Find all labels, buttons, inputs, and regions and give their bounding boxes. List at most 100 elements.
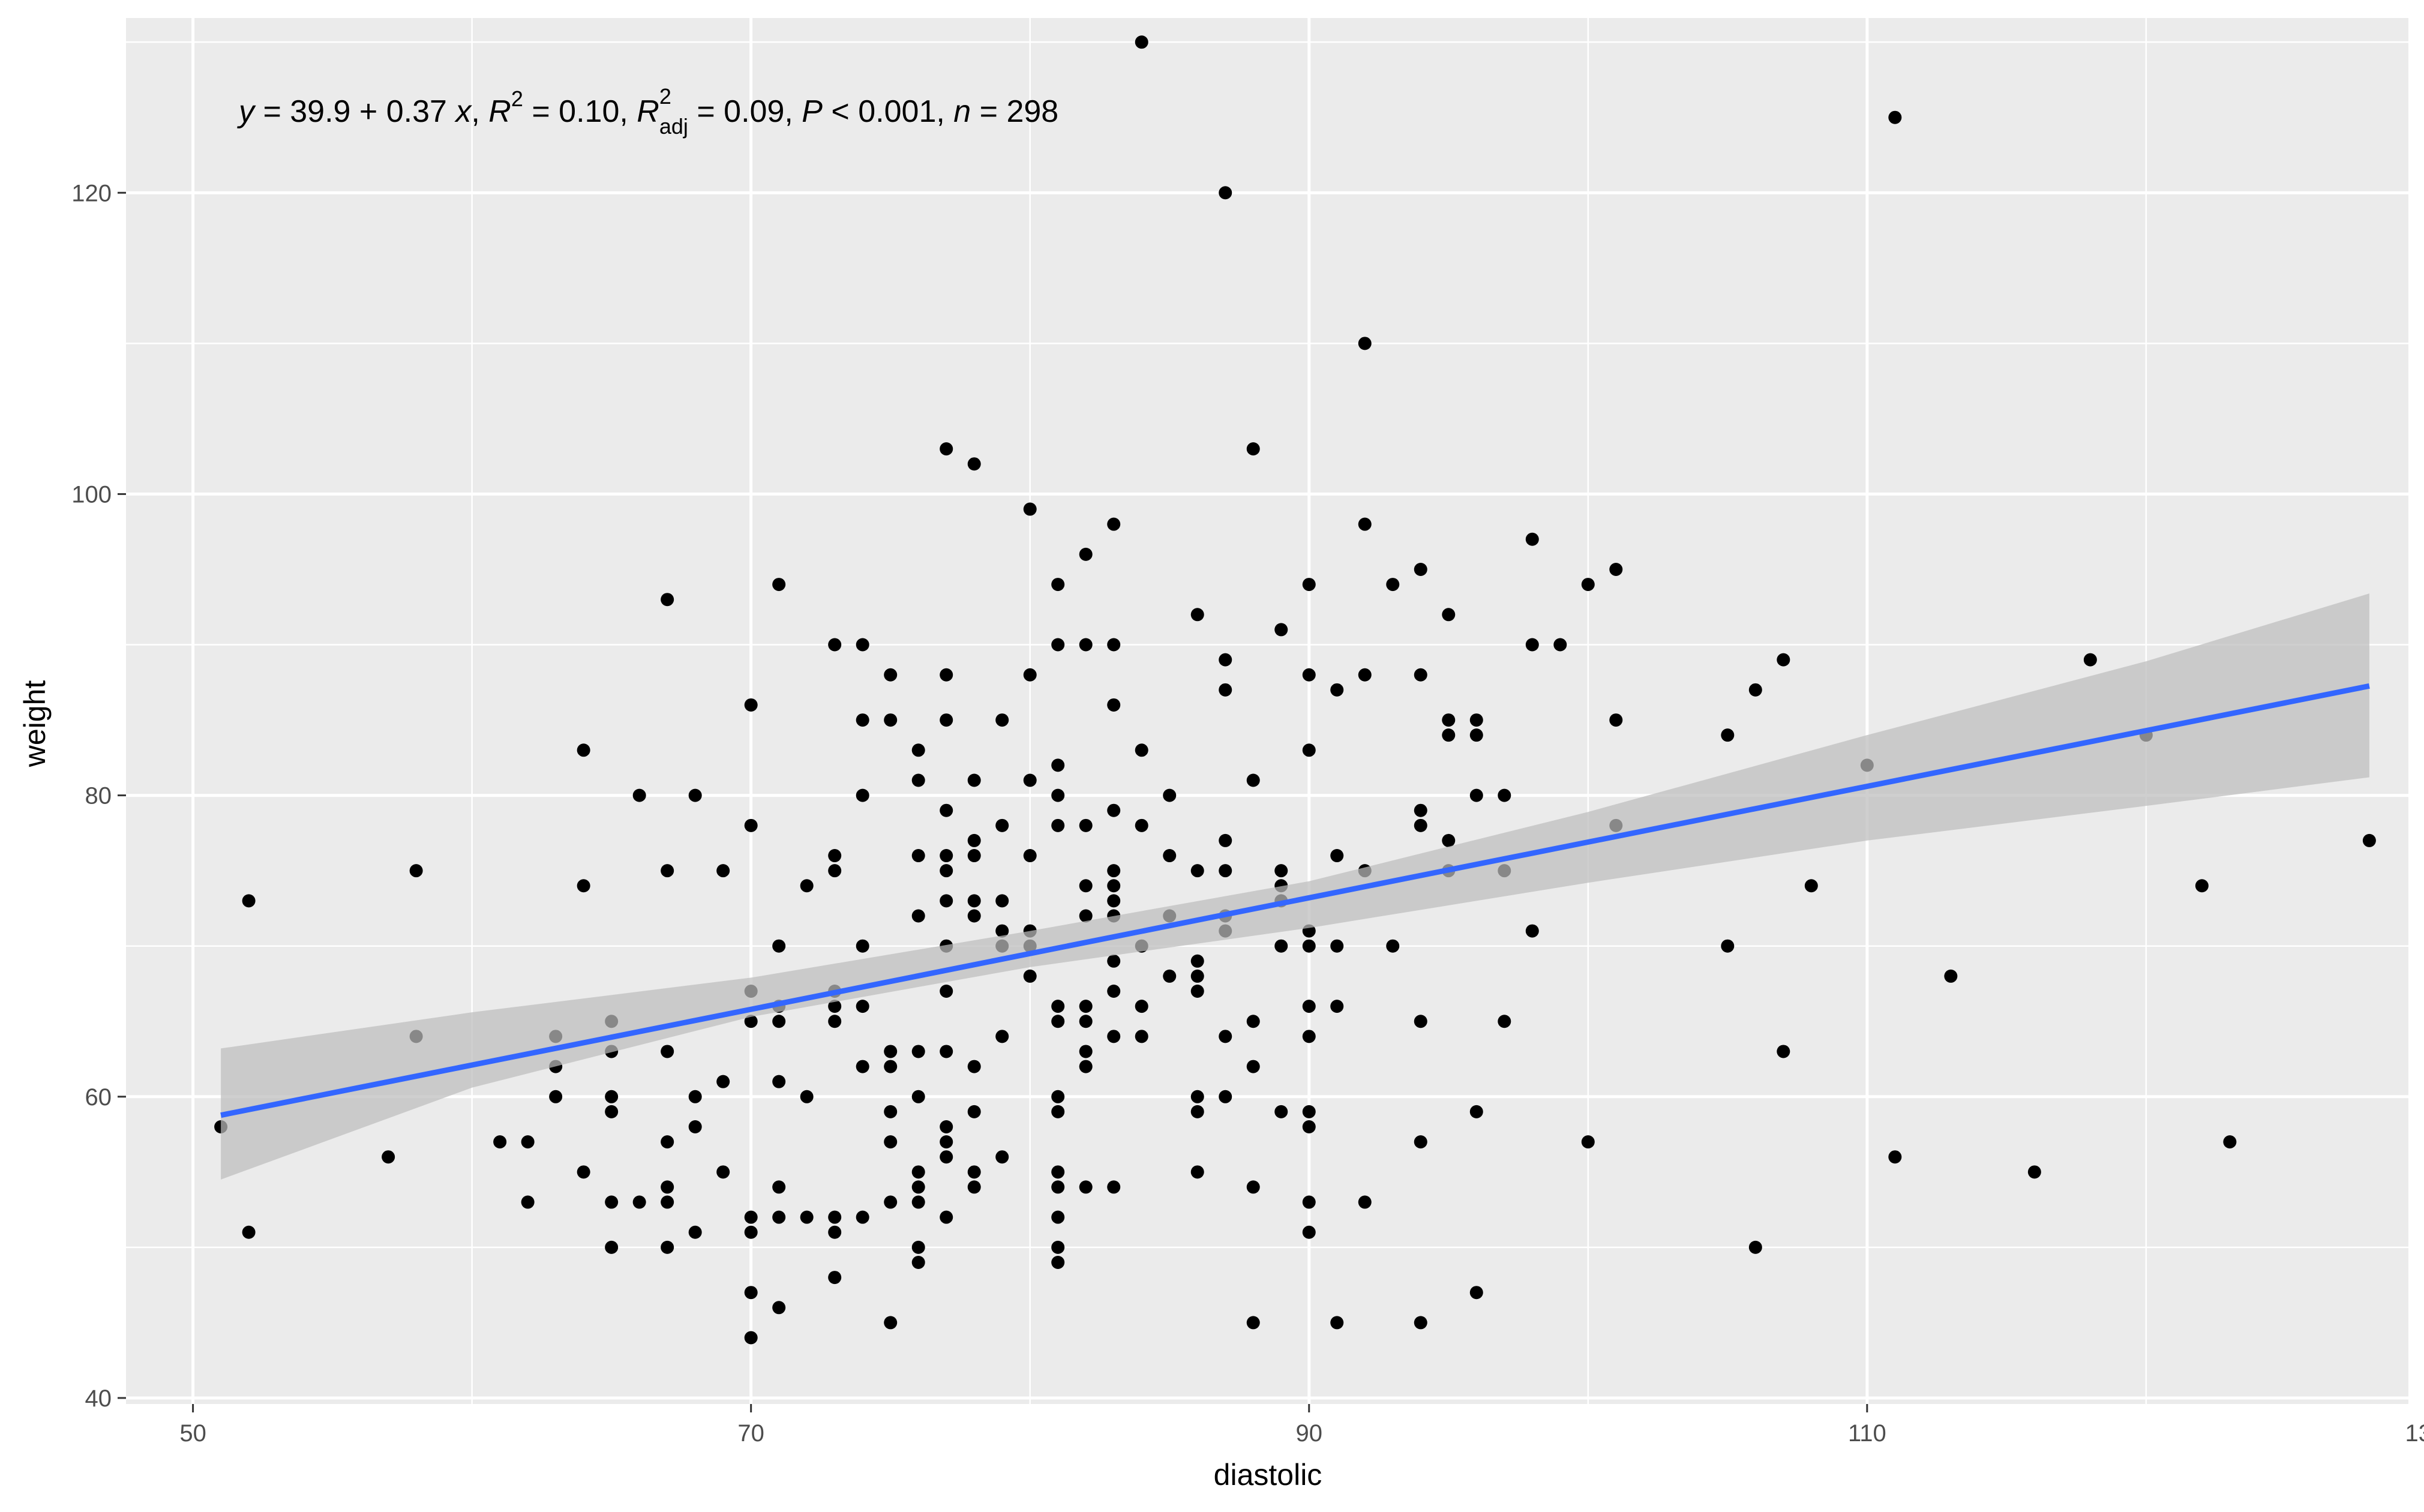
data-point	[1777, 653, 1790, 667]
y-axis: 40 60 80 100 120	[71, 180, 126, 1412]
data-point	[1107, 1030, 1121, 1043]
data-point	[1107, 894, 1121, 908]
data-point	[828, 1271, 842, 1285]
data-point	[1246, 442, 1260, 456]
annot-r2-value: = 0.10,	[523, 94, 637, 129]
data-point	[605, 1105, 619, 1118]
data-point	[995, 1150, 1009, 1164]
data-point	[940, 985, 953, 998]
data-point	[493, 1135, 507, 1149]
data-point	[1721, 939, 1735, 953]
data-point	[1219, 833, 1232, 847]
data-point	[1107, 954, 1121, 968]
data-point	[1469, 1105, 1483, 1118]
data-point	[1386, 578, 1400, 592]
data-point	[744, 818, 758, 832]
data-point	[521, 1135, 535, 1149]
data-point	[911, 743, 925, 757]
data-point	[1107, 517, 1121, 531]
data-point	[940, 713, 953, 727]
data-point	[1748, 683, 1762, 697]
data-point	[1163, 849, 1177, 863]
data-point	[744, 698, 758, 712]
data-point	[2223, 1135, 2237, 1149]
data-point	[1051, 1090, 1065, 1103]
data-point	[1442, 713, 1456, 727]
annot-comma: ,	[471, 94, 488, 129]
data-point	[1469, 1286, 1483, 1300]
data-point	[1023, 773, 1037, 787]
data-point	[940, 849, 953, 863]
data-point	[661, 593, 674, 607]
data-point	[911, 1090, 925, 1103]
data-point	[828, 1210, 842, 1224]
data-point	[1274, 1105, 1288, 1118]
data-point	[967, 457, 981, 471]
data-point	[1163, 969, 1177, 983]
annot-r-sq: 2	[511, 86, 523, 111]
annot-radj-value: = 0.09,	[688, 94, 802, 129]
data-point	[1553, 638, 1567, 652]
data-point	[1581, 1135, 1595, 1149]
data-point	[884, 1060, 898, 1073]
data-point	[744, 1286, 758, 1300]
data-point	[1107, 879, 1121, 893]
data-point	[661, 1240, 674, 1254]
data-point	[1079, 1180, 1093, 1194]
data-point	[2083, 653, 2097, 667]
x-tick-label: 130	[2405, 1420, 2424, 1447]
data-point	[940, 1135, 953, 1149]
data-point	[1469, 788, 1483, 802]
data-point	[772, 578, 786, 592]
data-point	[1219, 1030, 1232, 1043]
data-point	[1190, 969, 1204, 983]
y-tick-label: 100	[71, 481, 112, 508]
data-point	[1135, 1030, 1148, 1043]
data-point	[1051, 578, 1065, 592]
data-point	[577, 1165, 590, 1179]
data-point	[772, 1301, 786, 1315]
data-point	[1609, 713, 1623, 727]
data-point	[940, 894, 953, 908]
data-point	[800, 1090, 814, 1103]
annot-equation: = 39.9 + 0.37	[254, 94, 455, 129]
data-point	[1135, 1000, 1148, 1013]
data-point	[1051, 1210, 1065, 1224]
data-point	[577, 743, 590, 757]
data-point	[940, 1150, 953, 1164]
data-point	[856, 638, 869, 652]
data-point	[1469, 728, 1483, 742]
data-point	[1469, 713, 1483, 727]
annot-x: x	[454, 94, 472, 129]
y-tick-label: 80	[85, 783, 112, 809]
data-point	[1246, 1180, 1260, 1194]
annot-n: n	[953, 94, 971, 129]
data-point	[632, 1195, 646, 1209]
data-point	[856, 1000, 869, 1013]
data-point	[800, 879, 814, 893]
y-axis-title: weight	[18, 680, 52, 768]
data-point	[940, 803, 953, 817]
data-point	[1190, 864, 1204, 878]
x-axis: 50 70 90 110 130	[179, 1404, 2424, 1447]
data-point	[716, 864, 730, 878]
data-point	[661, 1045, 674, 1058]
data-point	[1190, 1090, 1204, 1103]
data-point	[911, 1240, 925, 1254]
data-point	[1107, 698, 1121, 712]
data-point	[884, 668, 898, 682]
data-point	[1023, 849, 1037, 863]
data-point	[1581, 578, 1595, 592]
x-tick-label: 70	[737, 1420, 764, 1447]
data-point	[884, 1135, 898, 1149]
data-point	[2362, 833, 2376, 847]
data-point	[967, 833, 981, 847]
data-point	[856, 788, 869, 802]
data-point	[1135, 35, 1148, 49]
y-tick-label: 40	[85, 1385, 112, 1412]
data-point	[1386, 939, 1400, 953]
data-point	[1079, 547, 1093, 561]
data-point	[1442, 728, 1456, 742]
annot-p-value: < 0.001,	[823, 94, 953, 129]
data-point	[911, 1255, 925, 1269]
